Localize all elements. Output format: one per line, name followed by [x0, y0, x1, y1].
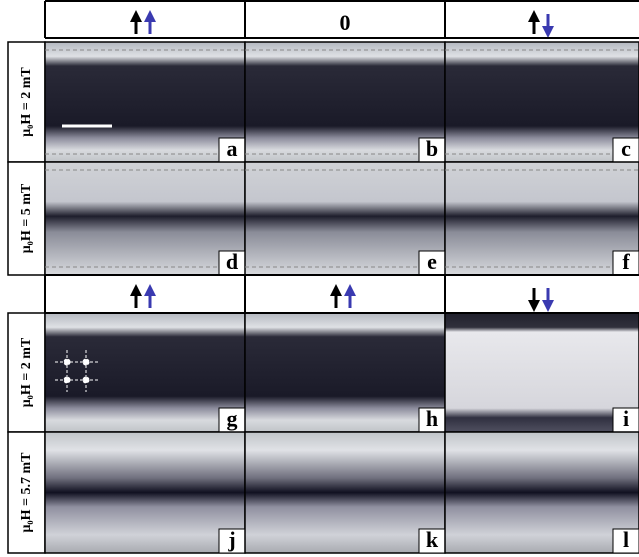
panel-letter: e [427, 249, 437, 274]
micrograph [445, 162, 639, 275]
panel-letter: g [227, 406, 238, 431]
panel-letter: i [623, 406, 629, 431]
micrograph [45, 42, 245, 162]
panel-letter: h [426, 406, 438, 431]
panel-letter: d [226, 249, 238, 274]
figure: μ₀H = 2 mT a b c μ₀H = 5 mT d e f μ₀H = 2 mT g h i μ… [0, 0, 639, 557]
panel-letter: j [227, 527, 235, 552]
row-label: μ₀H = 2 mT [19, 67, 34, 137]
micrograph [245, 313, 445, 432]
micrograph [245, 432, 445, 553]
micrograph [245, 162, 445, 275]
panel-letter: a [227, 136, 238, 161]
panels: μ₀H = 2 mT a b c μ₀H = 5 mT d e f μ₀H = 2 mT g h i μ… [8, 42, 639, 553]
micrograph [245, 42, 445, 162]
panel-letter: l [623, 527, 629, 552]
row-label: μ₀H = 5 mT [19, 183, 34, 253]
row-label: μ₀H = 2 mT [19, 337, 34, 407]
panel-letter: b [426, 136, 438, 161]
micrograph [45, 432, 245, 553]
micrograph [445, 42, 639, 162]
column-header: 0 [340, 10, 351, 35]
panel-letter: k [426, 527, 439, 552]
micrograph [45, 162, 245, 275]
micrograph [445, 313, 639, 432]
panel-letter: c [621, 136, 631, 161]
row-label: μ₀H = 5.7 mT [19, 452, 34, 533]
micrograph [445, 432, 639, 553]
panel-letter: f [622, 249, 630, 274]
micrograph [45, 313, 245, 432]
